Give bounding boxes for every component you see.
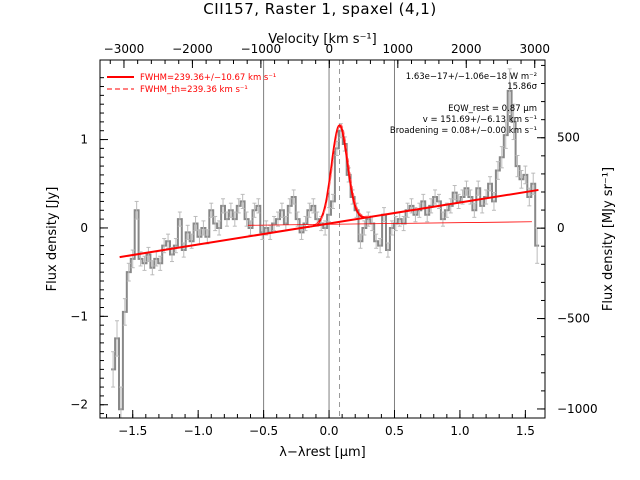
- legend: FWHM=239.36+/−10.67 km s⁻¹ FWHM_th=239.36…: [107, 73, 276, 95]
- axis-labels: λ−λrest [μm] Velocity [km s⁻¹] Flux densit…: [45, 32, 616, 460]
- x-tick-label: −0.5: [249, 424, 278, 438]
- x-tick-label: −1.5: [118, 424, 147, 438]
- y-tick-label: 0: [80, 221, 88, 235]
- chart-title: CII157, Raster 1, spaxel (4,1): [203, 0, 437, 18]
- top-tick-label: 0: [326, 42, 334, 56]
- annotation-text: EQW_rest = 0.87 μm: [448, 104, 537, 114]
- fit-layer: [119, 123, 539, 259]
- top-tick-label: −2000: [172, 42, 213, 56]
- annotation-text: Broadening = 0.08+/−0.00 km s⁻¹: [390, 126, 537, 136]
- y-tick-label: 1: [80, 133, 88, 147]
- x-tick-label: 0.5: [385, 424, 404, 438]
- y-tick-label: −1: [70, 309, 88, 323]
- x-axis-label: λ−λrest [μm]: [279, 445, 365, 460]
- top-tick-label: −3000: [104, 42, 145, 56]
- annotation-text: 1.63e−17+/−1.06e−18 W m⁻²: [406, 72, 537, 82]
- axes-frame: [99, 59, 546, 419]
- right-axis-label: Flux density [MJy sr⁻¹]: [601, 167, 616, 311]
- right-tick-label: 500: [557, 131, 580, 145]
- legend-label: FWHM=239.36+/−10.67 km s⁻¹: [140, 73, 276, 83]
- y-axis-label: Flux density [Jy]: [45, 187, 60, 292]
- top-tick-label: 2000: [451, 42, 482, 56]
- x-tick-label: −1.0: [184, 424, 213, 438]
- x-tick-label: 0.0: [319, 424, 338, 438]
- annotation-text: v = 151.69+/−6.13 km s⁻¹: [423, 115, 537, 125]
- gaussian-fit-th: [308, 123, 372, 227]
- plot-frame: [99, 59, 546, 419]
- legend-label: FWHM_th=239.36 km s⁻¹: [140, 85, 248, 95]
- right-tick-label: −1000: [557, 402, 598, 416]
- baseline-thin: [247, 221, 532, 226]
- continuum-fit: [119, 188, 539, 259]
- right-tick-label: 0: [557, 221, 565, 235]
- x-tick-label: 1.5: [516, 424, 535, 438]
- annotation-text: 15.86σ: [507, 82, 537, 92]
- spectrum-line: [111, 89, 540, 411]
- top-tick-label: −1000: [241, 42, 282, 56]
- annotations: 1.63e−17+/−1.06e−18 W m⁻²15.86σ EQW_rest …: [390, 72, 538, 136]
- spectrum-layer: [111, 60, 540, 418]
- x-tick-label: 1.0: [450, 424, 469, 438]
- tick-layer: −1.5 −1.0 −0.5 0.0 0.5 1.0 1.5 −3000 −2000 −1000 0…: [70, 42, 597, 438]
- top-tick-label: 1000: [383, 42, 414, 56]
- y-tick-label: −2: [70, 398, 88, 412]
- right-tick-label: −500: [557, 312, 590, 326]
- top-axis-label: Velocity [km s⁻¹]: [268, 32, 376, 47]
- top-tick-label: 3000: [519, 42, 550, 56]
